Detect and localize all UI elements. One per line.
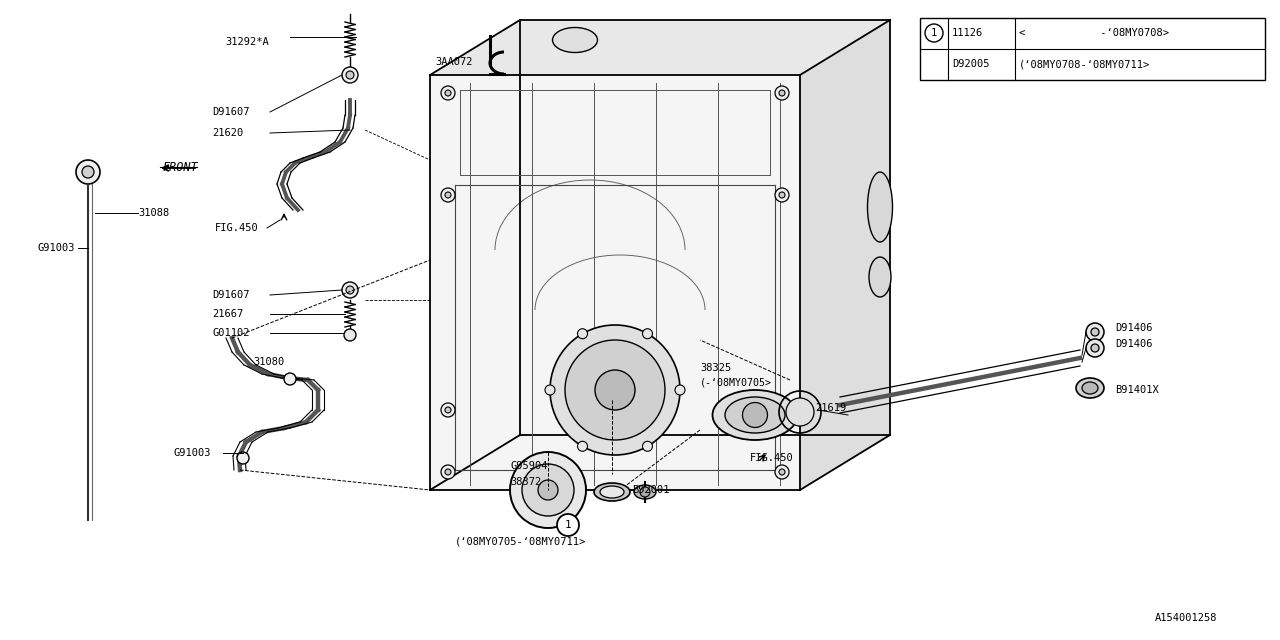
Circle shape — [442, 86, 454, 100]
Text: 1: 1 — [564, 520, 571, 530]
Bar — [920, 18, 1265, 80]
Circle shape — [640, 487, 650, 497]
Circle shape — [643, 329, 653, 339]
Circle shape — [780, 90, 785, 96]
Circle shape — [344, 329, 356, 341]
Ellipse shape — [600, 486, 625, 498]
Ellipse shape — [564, 340, 666, 440]
Text: D91607: D91607 — [212, 290, 250, 300]
Circle shape — [82, 166, 93, 178]
Circle shape — [545, 385, 556, 395]
Ellipse shape — [634, 485, 657, 499]
Circle shape — [780, 192, 785, 198]
Circle shape — [346, 71, 355, 79]
Ellipse shape — [724, 397, 785, 433]
Circle shape — [643, 442, 653, 451]
Ellipse shape — [742, 403, 768, 428]
Text: FIG.450: FIG.450 — [750, 453, 794, 463]
Text: (‘08MY0705-‘08MY0711>: (‘08MY0705-‘08MY0711> — [454, 537, 586, 547]
Text: A154001258: A154001258 — [1155, 613, 1217, 623]
Text: <            -‘08MY0708>: < -‘08MY0708> — [1019, 28, 1169, 38]
Circle shape — [577, 329, 588, 339]
Circle shape — [342, 67, 358, 83]
Circle shape — [442, 188, 454, 202]
Text: G01102: G01102 — [212, 328, 250, 338]
Text: D91406: D91406 — [1115, 323, 1152, 333]
Circle shape — [445, 469, 451, 475]
Circle shape — [445, 90, 451, 96]
Circle shape — [509, 452, 586, 528]
Polygon shape — [430, 20, 890, 75]
Circle shape — [780, 407, 785, 413]
Circle shape — [445, 192, 451, 198]
Ellipse shape — [869, 257, 891, 297]
Text: D91406: D91406 — [1115, 339, 1152, 349]
Circle shape — [925, 24, 943, 42]
Text: G95904: G95904 — [509, 461, 548, 471]
Circle shape — [76, 160, 100, 184]
Text: 21620: 21620 — [212, 128, 243, 138]
Text: 3AA072: 3AA072 — [435, 57, 472, 67]
Text: 31292*A: 31292*A — [225, 37, 269, 47]
Circle shape — [774, 86, 788, 100]
Text: FRONT: FRONT — [163, 161, 197, 173]
Ellipse shape — [868, 172, 892, 242]
Text: 38372: 38372 — [509, 477, 541, 487]
Text: 21667: 21667 — [212, 309, 243, 319]
Text: FIG.450: FIG.450 — [215, 223, 259, 233]
Text: 31088: 31088 — [138, 208, 169, 218]
Circle shape — [442, 465, 454, 479]
Text: B91401X: B91401X — [1115, 385, 1158, 395]
Text: 38325: 38325 — [700, 363, 731, 373]
Text: 21619: 21619 — [815, 403, 846, 413]
Text: D92005: D92005 — [952, 59, 989, 69]
Circle shape — [445, 407, 451, 413]
Circle shape — [774, 188, 788, 202]
Circle shape — [284, 373, 296, 385]
Text: 31080: 31080 — [253, 357, 284, 367]
Circle shape — [346, 286, 355, 294]
Ellipse shape — [594, 483, 630, 501]
Text: G91003: G91003 — [37, 243, 74, 253]
Text: B92001: B92001 — [632, 485, 669, 495]
Circle shape — [1091, 328, 1100, 336]
Ellipse shape — [1076, 378, 1103, 398]
Circle shape — [780, 469, 785, 475]
Text: D91607: D91607 — [212, 107, 250, 117]
Circle shape — [237, 452, 250, 464]
Circle shape — [774, 465, 788, 479]
Polygon shape — [800, 20, 890, 490]
Ellipse shape — [595, 370, 635, 410]
Circle shape — [1085, 323, 1103, 341]
Circle shape — [342, 282, 358, 298]
Circle shape — [577, 442, 588, 451]
Circle shape — [1085, 339, 1103, 357]
Ellipse shape — [713, 390, 797, 440]
Ellipse shape — [553, 28, 598, 52]
Ellipse shape — [786, 398, 814, 426]
Circle shape — [557, 514, 579, 536]
Text: 11126: 11126 — [952, 28, 983, 38]
Text: 1: 1 — [931, 28, 937, 38]
Circle shape — [538, 480, 558, 500]
Text: (‘08MY0708-‘08MY0711>: (‘08MY0708-‘08MY0711> — [1019, 59, 1151, 69]
Ellipse shape — [1082, 382, 1098, 394]
Circle shape — [522, 464, 573, 516]
Circle shape — [774, 403, 788, 417]
Circle shape — [675, 385, 685, 395]
Polygon shape — [430, 75, 800, 490]
Text: G91003: G91003 — [173, 448, 210, 458]
Ellipse shape — [550, 325, 680, 455]
Circle shape — [442, 403, 454, 417]
Circle shape — [1091, 344, 1100, 352]
Text: (-‘08MY0705>: (-‘08MY0705> — [700, 377, 772, 387]
